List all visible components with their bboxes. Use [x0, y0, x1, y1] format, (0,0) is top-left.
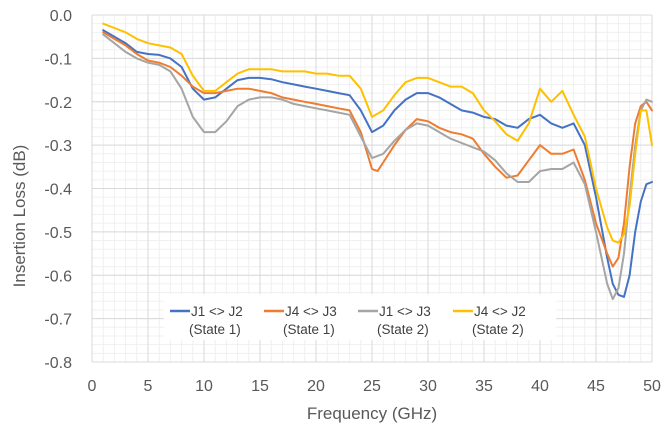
legend-label: J1 <> J3	[379, 304, 431, 319]
y-tick-label: 0.0	[50, 8, 72, 25]
x-tick-label: 15	[251, 378, 269, 395]
x-tick-label: 25	[363, 378, 381, 395]
x-tick-label: 0	[88, 378, 97, 395]
legend-sublabel: (State 1)	[283, 322, 335, 337]
legend-item-2: J4 <> J3 (State 1)	[264, 304, 337, 337]
legend-item-4: J4 <> J2 (State 2)	[453, 304, 526, 337]
legend-label: J4 <> J3	[285, 304, 337, 319]
x-tick-label: 20	[307, 378, 325, 395]
y-tick-label: -0.3	[44, 138, 72, 155]
y-tick-label: -0.6	[44, 268, 72, 285]
series-line-1	[102, 29, 653, 298]
x-tick-label: 35	[475, 378, 493, 395]
legend-item-3: J1 <> J3 (State 2)	[358, 304, 431, 337]
x-tick-label: 40	[531, 378, 549, 395]
y-tick-label: -0.5	[44, 225, 72, 242]
x-axis-title: Frequency (GHz)	[307, 404, 437, 423]
legend-label: J4 <> J2	[474, 304, 526, 319]
legend-label: J1 <> J2	[191, 304, 243, 319]
series-line-3	[102, 33, 653, 301]
x-tick-label: 30	[419, 378, 437, 395]
legend-background	[164, 294, 556, 340]
legend-sublabel: (State 2)	[472, 322, 524, 337]
y-axis-title: Insertion Loss (dB)	[10, 145, 29, 288]
y-tick-label: -0.7	[44, 312, 72, 329]
x-tick-label: 10	[195, 378, 213, 395]
y-tick-label: -0.1	[44, 51, 72, 68]
legend-sublabel: (State 2)	[377, 322, 429, 337]
y-tick-label: -0.2	[44, 95, 72, 112]
legend-item-1: J1 <> J2 (State 1)	[170, 304, 243, 337]
x-axis-tick-labels: 0 5 10 15 20 25 30 35 40 45 50	[88, 378, 661, 395]
x-tick-label: 50	[643, 378, 661, 395]
x-tick-label: 5	[144, 378, 153, 395]
y-tick-label: -0.4	[44, 182, 72, 199]
series-lines	[102, 22, 653, 301]
legend-sublabel: (State 1)	[189, 322, 241, 337]
series-line-4	[102, 22, 653, 244]
x-tick-label: 45	[587, 378, 605, 395]
y-tick-label: -0.8	[44, 355, 72, 372]
series-line-2	[102, 31, 653, 268]
legend: J1 <> J2(State 1)J4 <> J3(State 1)J1 <> …	[164, 294, 556, 340]
y-axis-tick-labels: 0.0 -0.1 -0.2 -0.3 -0.4 -0.5 -0.6 -0.7 -0.8	[44, 8, 72, 372]
